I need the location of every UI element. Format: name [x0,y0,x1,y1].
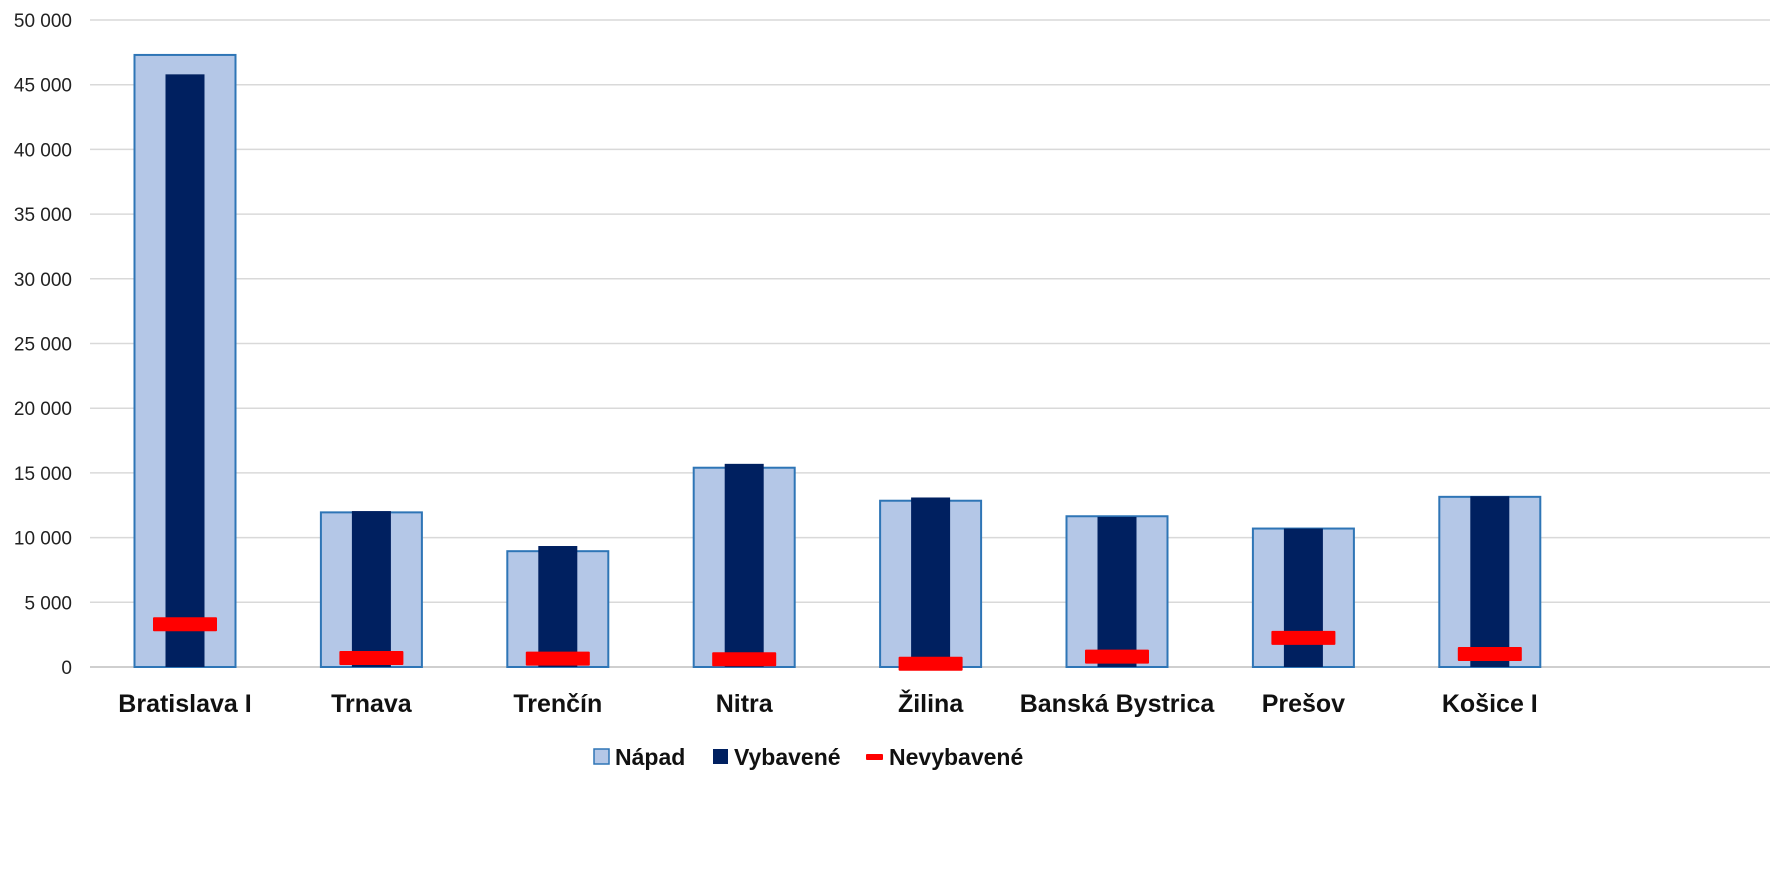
x-category-label: Banská Bystrica [1020,690,1216,718]
marker-nevybavene [712,652,777,667]
y-tick-label: 40 000 [14,140,72,161]
bar-vybavene [1470,496,1510,667]
bar-vybavene [724,463,764,667]
y-tick-label: 50 000 [14,11,72,32]
bar-vybavene [538,546,578,667]
marker-nevybavene [339,650,404,665]
y-tick-label: 35 000 [14,205,72,226]
y-axis-ticks: 0 5 000 10 000 15 000 20 000 25 000 30 000 35 0… [14,11,72,679]
marker-nevybavene [1085,649,1149,664]
marker-nevybavene [525,651,590,666]
y-tick-label: 5 000 [24,593,72,614]
x-category-label: Prešov [1262,690,1345,718]
bar-vybavene [1097,516,1137,667]
bar-vybavene [351,511,391,667]
legend-label-napad: Nápad [615,744,685,770]
y-tick-label: 25 000 [14,335,72,356]
y-tick-label: 0 [61,658,72,679]
bar-vybavene [165,74,205,667]
bars [133,53,1542,671]
marker-nevybavene [153,617,217,632]
bar-vybavene [1283,528,1323,667]
legend-label-vybavene: Vybavené [734,744,841,770]
y-tick-label: 20 000 [14,399,72,420]
legend: Nápad Vybavené Nevybavené [593,744,1023,770]
bar-vybavene [911,497,951,667]
x-category-label: Bratislava I [118,690,251,718]
marker-nevybavene [1271,630,1336,645]
x-category-label: Košice I [1442,690,1538,718]
x-category-label: Trnava [331,690,413,718]
y-tick-label: 10 000 [14,529,72,550]
y-tick-label: 30 000 [14,270,72,291]
y-tick-label: 45 000 [14,76,72,97]
x-category-label: Trenčín [513,690,602,718]
legend-swatch-napad [593,748,610,765]
legend-swatch-vybavene [713,749,728,764]
y-tick-label: 15 000 [14,464,72,485]
legend-label-nevybavene: Nevybavené [889,744,1023,770]
marker-nevybavene [898,656,963,671]
marker-nevybavene [1457,647,1522,662]
legend-swatch-nevybavene [866,754,883,760]
x-axis-categories: Bratislava I Trnava Trenčín Nitra Žilina Bans… [118,688,1537,718]
x-category-label: Nitra [716,690,774,718]
x-category-label: Žilina [898,688,964,718]
